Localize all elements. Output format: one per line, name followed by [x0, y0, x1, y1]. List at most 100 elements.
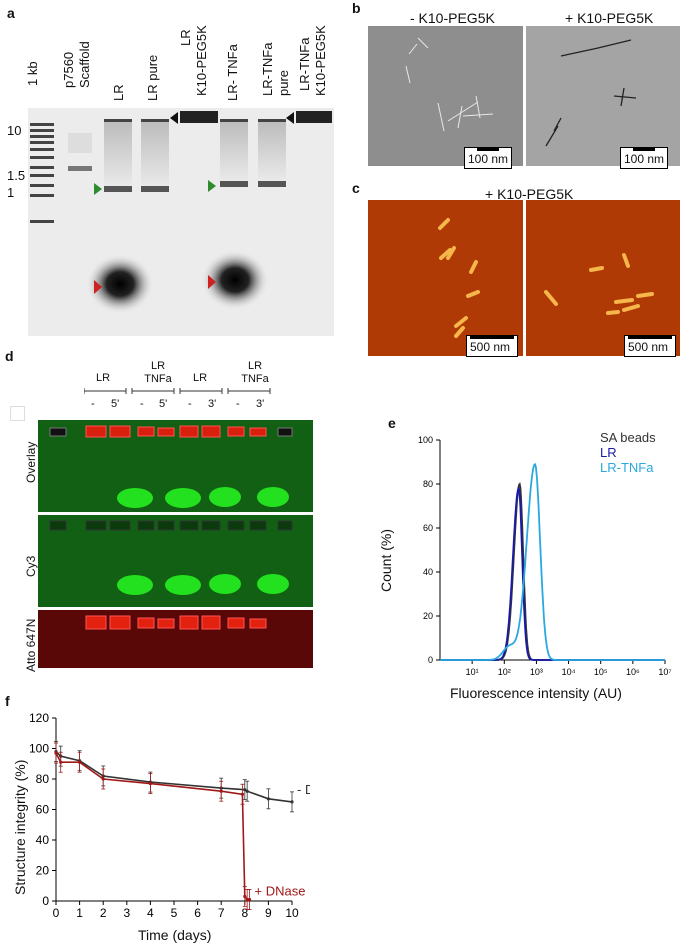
- time-label: 5': [111, 398, 120, 410]
- lane-label-1kb: 1 kb: [25, 61, 40, 86]
- panel-b-right-title: + K10-PEG5K: [565, 10, 654, 26]
- tem-image-right: [526, 26, 680, 166]
- f-data-point: [243, 788, 247, 792]
- f-y-axis-title: Structure integrity (%): [12, 759, 28, 895]
- e-x-tick-label: 10⁴: [562, 667, 576, 677]
- e-x-axis-title: Fluorescence intensity (AU): [450, 685, 622, 701]
- e-legend: SA beads LR LR-TNFa: [600, 430, 656, 475]
- scale-bar-b-right: 100 nm: [620, 147, 669, 169]
- e-x-tick-label: 10⁵: [594, 667, 608, 677]
- red-arrow-icon: [208, 275, 216, 289]
- f-x-tick-label: 5: [171, 906, 178, 920]
- scale-bar-b-left: 100 nm: [464, 147, 513, 169]
- row-label-atto: Atto 647N: [24, 618, 38, 672]
- panel-f-label: f: [5, 693, 10, 709]
- time-label: -: [188, 398, 192, 410]
- f-data-point: [148, 781, 152, 786]
- lane-label-lr-tnfa-pure-1: LR-TNFa: [260, 42, 275, 96]
- f-y-tick-label: 20: [36, 864, 50, 878]
- legend-entry-lr: LR: [600, 445, 617, 460]
- f-x-tick-label: 4: [147, 906, 154, 920]
- f-y-tick-label: 120: [30, 711, 49, 725]
- free-oligo-blob-1: [86, 254, 154, 314]
- group-label-lr-tnfa: LR TNFa: [144, 360, 172, 385]
- row-label-cy3: Cy3: [24, 555, 38, 577]
- e-x-tick-label: 10²: [498, 667, 511, 677]
- scale-bar-c-left: 500 nm: [466, 335, 518, 357]
- scale-label: 100 nm: [468, 152, 509, 166]
- green-arrow-icon: [94, 183, 102, 195]
- group-label-lr: LR: [96, 372, 111, 384]
- size-mark-10: 10: [7, 123, 22, 138]
- e-y-axis-title: Count (%): [378, 528, 394, 592]
- small-box-icon: [10, 406, 25, 421]
- f-data-point: [59, 760, 63, 764]
- e-series-lr-tnfa: [440, 463, 665, 661]
- f-x-tick-label: 0: [53, 906, 60, 920]
- group-label-lr-tnfa-2: LR TNFa: [241, 360, 269, 385]
- black-arrow-icon: [286, 112, 294, 124]
- e-y-tick-label: 40: [423, 567, 433, 577]
- size-mark-1-5: 1.5: [7, 168, 26, 183]
- f-y-tick-label: 100: [30, 742, 49, 756]
- f-x-tick-label: 9: [265, 906, 272, 920]
- lr-band: [104, 186, 132, 192]
- e-x-tick-label: 10¹: [466, 667, 479, 677]
- green-arrow-icon: [208, 180, 216, 192]
- e-y-tick-label: 80: [423, 479, 433, 489]
- e-x-tick-label: 10³: [530, 667, 543, 677]
- scaffold-band: [68, 166, 92, 171]
- f-data-point: [245, 897, 249, 902]
- panel-e-label: e: [388, 415, 396, 431]
- ladder-bands: [30, 123, 54, 223]
- lane-label-lr-tnfa: LR- TNFa: [225, 44, 240, 101]
- peg-band-1: [180, 111, 218, 123]
- tem-image-left: [368, 26, 523, 166]
- f-x-tick-label: 7: [218, 906, 225, 920]
- f-x-tick-label: 3: [123, 906, 130, 920]
- f-y-tick-label: 60: [36, 803, 50, 817]
- legend-entry-lr-tnfa: LR-TNFa: [600, 460, 654, 475]
- black-arrow-icon: [170, 112, 178, 124]
- panel-b-label: b: [352, 0, 361, 16]
- lane-label-lr-tnfa-peg: LR-TNFa: [297, 37, 312, 91]
- lane-label-p7560: p7560: [61, 51, 76, 88]
- e-y-tick-label: 20: [423, 611, 433, 621]
- scale-label: 100 nm: [624, 152, 665, 166]
- f-x-axis-title: Time (days): [138, 927, 212, 943]
- e-y-tick-label: 60: [423, 523, 433, 533]
- integrity-chart: 0 20 40 60 80 100 120 0 1 2 3 4 5 6 7 8 9 10 - DNase I + DN…: [30, 711, 310, 920]
- panel-d-label: d: [5, 348, 14, 364]
- f-data-point: [240, 792, 245, 796]
- f-series-line-dnase-i: [55, 752, 250, 901]
- f-x-tick-label: 10: [285, 906, 299, 920]
- f-data-point: [219, 789, 223, 793]
- time-label: -: [91, 398, 95, 410]
- gel-d-cy3: [38, 515, 313, 607]
- scale-bar-c-right: 500 nm: [624, 335, 676, 357]
- group-label-lr-2: LR: [193, 372, 208, 384]
- size-mark-1: 1: [7, 185, 15, 200]
- panel-c-title: + K10-PEG5K: [485, 186, 574, 202]
- time-label: 3': [208, 398, 217, 410]
- scale-label: 500 nm: [628, 340, 669, 354]
- afm-image-right: [526, 200, 680, 356]
- f-y-tick-label: 40: [36, 833, 50, 847]
- gel-d-header: LR LR TNFa LR LR TNFa - 5' - 5' - 3' - 3…: [0, 360, 330, 420]
- flow-cytometry-chart: 0 20 40 60 80 100 10¹ 10² 10³ 10⁴ 10⁵ 10⁶ 10⁷: [418, 435, 672, 677]
- f-data-point: [290, 800, 294, 804]
- time-label: 5': [159, 398, 168, 410]
- afm-image-left: [368, 200, 523, 356]
- lane-label-lr-tnfa-peg-k: K10-PEG5K: [313, 25, 328, 96]
- row-label-overlay: Overlay: [24, 441, 38, 483]
- gel-a-lane-labels: 1 kb p7560 Scaffold LR LR pure LR K10-PE…: [0, 0, 330, 120]
- f-data-point: [54, 751, 58, 755]
- f-data-point: [245, 789, 249, 793]
- lane-label-lr-peg-k: K10-PEG5K: [194, 25, 209, 96]
- free-oligo-blob-2: [201, 250, 269, 310]
- f-data-point: [78, 760, 82, 764]
- lane-label-lr-tnfa-pure-2: pure: [276, 69, 291, 96]
- gel-a-image: [28, 108, 334, 336]
- time-label: 3': [256, 398, 265, 410]
- f-x-tick-label: 6: [194, 906, 201, 920]
